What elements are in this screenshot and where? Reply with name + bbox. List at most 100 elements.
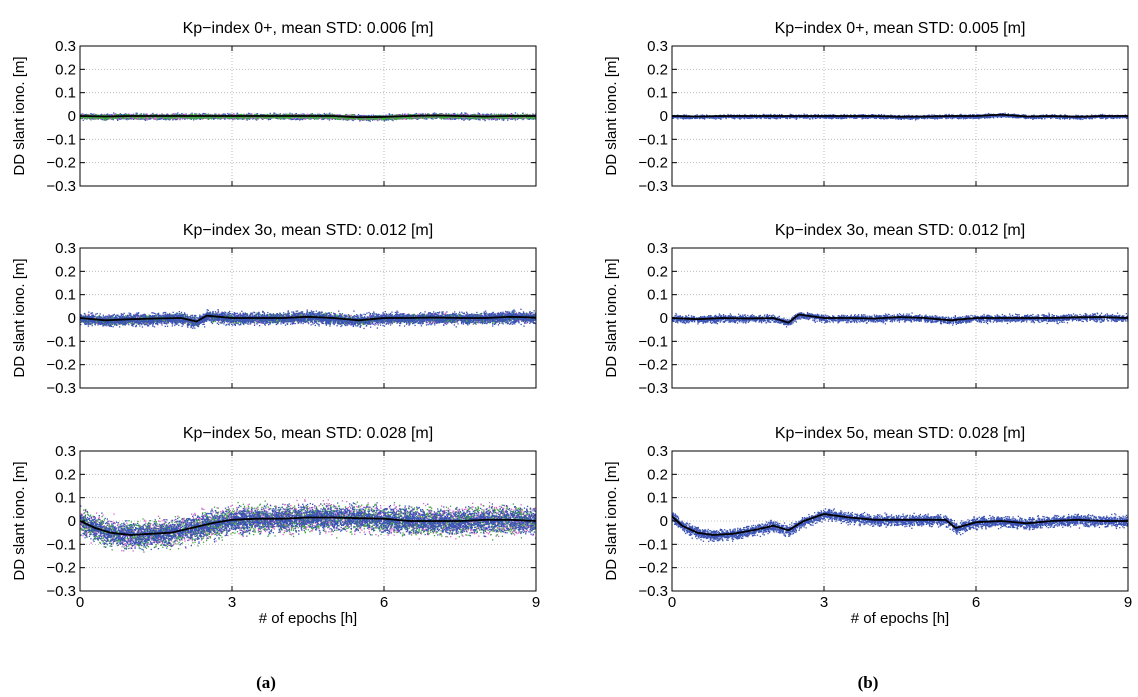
data-point bbox=[532, 113, 534, 115]
data-point bbox=[193, 119, 195, 121]
data-point bbox=[383, 120, 386, 122]
data-point bbox=[107, 113, 109, 115]
data-point bbox=[191, 112, 193, 114]
data-point bbox=[220, 118, 222, 120]
data-point bbox=[477, 112, 479, 114]
data-point bbox=[436, 117, 438, 119]
data-point bbox=[93, 113, 95, 115]
data-point bbox=[185, 113, 187, 115]
data-point bbox=[461, 118, 463, 121]
data-point bbox=[471, 117, 473, 119]
data-point bbox=[410, 118, 412, 120]
data-point bbox=[275, 113, 278, 116]
data-point bbox=[130, 117, 132, 120]
data-point bbox=[528, 118, 530, 120]
data-point bbox=[372, 114, 374, 116]
data-point bbox=[455, 118, 457, 120]
data-point bbox=[446, 118, 448, 120]
data-point bbox=[324, 114, 326, 116]
data-point bbox=[161, 113, 163, 115]
data-point bbox=[510, 118, 512, 120]
data-point bbox=[421, 113, 423, 115]
data-point bbox=[491, 119, 493, 121]
data-point bbox=[299, 119, 301, 121]
data-point bbox=[106, 118, 109, 120]
data-point bbox=[456, 117, 459, 119]
data-point bbox=[101, 113, 103, 115]
data-point bbox=[356, 115, 359, 117]
data-point bbox=[164, 118, 166, 120]
data-point bbox=[274, 114, 276, 116]
data-point bbox=[248, 118, 251, 120]
data-point bbox=[264, 114, 266, 116]
data-point bbox=[467, 114, 469, 116]
data-point bbox=[227, 114, 230, 116]
data-point bbox=[427, 113, 429, 115]
data-point bbox=[461, 113, 463, 115]
data-point bbox=[464, 113, 466, 115]
data-point bbox=[294, 114, 296, 116]
data-point bbox=[512, 118, 514, 120]
data-point bbox=[276, 117, 279, 120]
data-point bbox=[522, 118, 524, 121]
data-point bbox=[240, 117, 242, 119]
data-point bbox=[321, 117, 323, 119]
data-point bbox=[302, 118, 304, 120]
data-point bbox=[439, 117, 441, 119]
data-point bbox=[338, 114, 340, 116]
data-point bbox=[295, 119, 297, 121]
data-point bbox=[120, 118, 122, 120]
data-point bbox=[444, 118, 446, 120]
data-point bbox=[123, 114, 125, 116]
data-point bbox=[100, 118, 102, 120]
data-point bbox=[223, 113, 226, 116]
data-point bbox=[404, 114, 406, 116]
data-point bbox=[212, 118, 215, 120]
data-point bbox=[327, 118, 329, 120]
data-point bbox=[434, 113, 436, 116]
data-point bbox=[514, 112, 517, 114]
data-point bbox=[115, 113, 117, 115]
data-point bbox=[493, 113, 495, 115]
data-point bbox=[494, 118, 496, 120]
data-point bbox=[355, 115, 357, 117]
data-point bbox=[487, 118, 489, 120]
data-point bbox=[443, 118, 445, 120]
data-point bbox=[465, 117, 467, 119]
data-point bbox=[236, 112, 238, 114]
data-point bbox=[246, 119, 248, 121]
data-point bbox=[174, 113, 177, 115]
data-point bbox=[199, 118, 202, 120]
data-point bbox=[252, 117, 255, 120]
data-point bbox=[392, 119, 394, 122]
data-point bbox=[121, 113, 123, 116]
data-point bbox=[139, 118, 142, 120]
data-point bbox=[500, 113, 502, 115]
data-point bbox=[323, 112, 325, 115]
data-point bbox=[165, 114, 168, 116]
data-point bbox=[118, 117, 120, 119]
data-point bbox=[482, 113, 484, 115]
data-point bbox=[495, 119, 497, 121]
data-point bbox=[158, 113, 160, 116]
data-point bbox=[132, 117, 134, 119]
data-point bbox=[371, 119, 374, 121]
data-point bbox=[403, 114, 405, 116]
caption-a: (a) bbox=[256, 673, 276, 692]
data-point bbox=[462, 114, 464, 116]
data-point bbox=[464, 112, 466, 114]
data-point bbox=[150, 117, 152, 119]
data-point bbox=[328, 119, 331, 121]
data-point bbox=[202, 118, 204, 120]
data-point bbox=[369, 120, 371, 122]
data-point bbox=[269, 112, 271, 115]
data-point bbox=[248, 112, 250, 114]
data-point bbox=[251, 113, 253, 115]
data-point bbox=[382, 114, 384, 117]
data-point bbox=[459, 113, 462, 115]
data-point bbox=[387, 119, 390, 121]
data-point bbox=[432, 118, 434, 120]
data-point bbox=[476, 117, 478, 119]
data-point bbox=[187, 117, 189, 120]
data-point bbox=[310, 113, 312, 115]
